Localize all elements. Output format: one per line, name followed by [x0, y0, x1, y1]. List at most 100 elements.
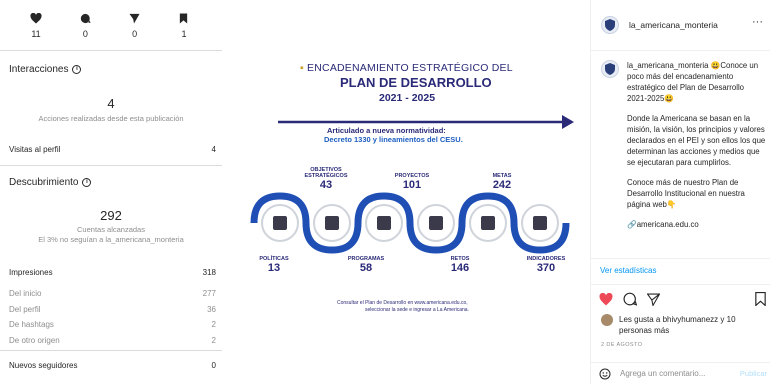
comment-icon	[65, 10, 105, 26]
from-profile-row: Del perfil 36	[9, 305, 216, 314]
chain-item-label: PROYECTOS	[394, 173, 430, 179]
saves-count: 1	[181, 29, 187, 39]
image-footer-line2: seleccionar la sede e ingresar a La Amer…	[365, 307, 469, 313]
from-profile-label: Del perfil	[9, 305, 41, 314]
from-home-row: Del inicio 277	[9, 289, 216, 298]
post-actions	[599, 292, 660, 306]
engagement-stats: 11 0 0 1	[0, 0, 222, 50]
comments-count: 0	[82, 29, 88, 39]
chain-item-value: 146	[450, 262, 470, 274]
divider	[0, 165, 222, 166]
shares-stat: 0	[115, 10, 155, 50]
caption-block: la_americana_monteria 😃Conoce un poco má…	[601, 60, 766, 239]
bullet-icon: ▪	[300, 62, 308, 74]
image-title-line2: PLAN DE DESARROLLO	[340, 75, 492, 90]
insights-panel: 11 0 0 1 Interacciones i 4 Acciones real…	[0, 0, 222, 384]
post-header: la_americana_monteria ···	[591, 0, 770, 50]
publish-button[interactable]: Publicar	[739, 369, 767, 378]
from-home-label: Del inicio	[9, 289, 42, 298]
caption-username[interactable]: la_americana_monteria	[627, 61, 709, 70]
view-stats-link[interactable]: Ver estadísticas	[600, 266, 657, 275]
post-date: 2 DE AGOSTO	[601, 342, 643, 348]
image-title-line3: 2021 - 2025	[379, 92, 436, 104]
reach-summary: 292 Cuentas alcanzadas El 3% no seguían …	[0, 208, 222, 245]
likes-summary: Les gusta a bhivyhumanezz y 10 personas …	[601, 314, 766, 336]
interactions-title: Interacciones	[9, 64, 69, 75]
chain-item-value: 58	[359, 262, 373, 274]
info-icon[interactable]: i	[72, 65, 82, 74]
share-icon	[115, 10, 155, 26]
chain-item-label: POLÍTICAS	[259, 256, 289, 262]
liker-avatar[interactable]	[601, 314, 613, 326]
likes-count: 11	[31, 29, 41, 39]
post-username[interactable]: la_americana_monteria	[629, 20, 718, 30]
discovery-title: Descubrimiento	[9, 177, 79, 188]
comment-input[interactable]: Agrega un comentario...	[620, 369, 706, 378]
shield-icon	[605, 63, 615, 75]
from-profile-value: 36	[207, 305, 216, 314]
from-hashtags-row: De hashtags 2	[9, 320, 216, 329]
comment-icon[interactable]	[623, 292, 637, 306]
from-other-row: De otro origen 2	[9, 336, 216, 345]
heart-icon	[16, 10, 56, 26]
chain-item-programas: PROGRAMAS 58	[342, 256, 390, 274]
chain-item-value: 43	[319, 179, 333, 191]
new-followers-label: Nuevos seguidores	[9, 361, 78, 370]
bookmark-icon[interactable]	[755, 292, 766, 306]
chain-item-politicas: POLÍTICAS 13	[252, 256, 296, 274]
image-subtitle-line1: Articulado a nueva normatividad:	[327, 126, 446, 135]
comments-stat: 0	[65, 10, 105, 50]
from-hashtags-value: 2	[211, 320, 216, 329]
avatar[interactable]	[601, 60, 619, 78]
like-heart-icon[interactable]	[599, 292, 613, 306]
chain-item-value: 370	[536, 262, 556, 274]
shield-icon	[605, 19, 615, 31]
new-followers-value: 0	[211, 361, 216, 370]
impressions-value: 318	[202, 268, 216, 277]
caption-link[interactable]: 🔗americana.edu.co	[627, 220, 699, 229]
stats-bar	[591, 258, 770, 284]
profile-visits-value: 4	[211, 145, 216, 154]
divider	[591, 284, 770, 285]
image-subtitle-line2: Decreto 1330 y lineamientos del CESU.	[324, 135, 463, 144]
caption-p2: Donde la Americana se basan en la misión…	[627, 114, 766, 167]
divider	[591, 50, 770, 51]
post-image[interactable]: ▪ ENCADENAMIENTO ESTRATÉGICO DEL PLAN DE…	[240, 0, 590, 384]
chain-item-proyectos: PROYECTOS 101	[390, 173, 434, 191]
image-title-line1: ▪ ENCADENAMIENTO ESTRATÉGICO DEL	[300, 62, 513, 74]
chain-item-label: OBJETIVOS ESTRATÉGICOS	[304, 167, 348, 179]
share-icon[interactable]	[647, 293, 660, 306]
from-other-value: 2	[211, 336, 216, 345]
from-home-value: 277	[202, 289, 216, 298]
avatar[interactable]	[601, 16, 619, 34]
divider	[0, 50, 222, 51]
info-icon[interactable]: i	[82, 178, 92, 187]
saves-stat: 1	[164, 10, 204, 50]
interactions-count: 4	[107, 96, 115, 111]
reach-note: El 3% no seguían a la_americana_monteria	[38, 235, 184, 244]
likes-text[interactable]: Les gusta a bhivyhumanezz y 10 personas …	[619, 315, 736, 335]
interactions-heading: Interacciones i	[9, 64, 82, 75]
from-other-label: De otro origen	[9, 336, 60, 345]
impressions-label: Impresiones	[9, 268, 53, 277]
bookmark-icon	[164, 10, 204, 26]
discovery-heading: Descubrimiento i	[9, 177, 92, 188]
emoji-icon[interactable]	[599, 368, 611, 380]
comment-bar: Agrega un comentario... Publicar	[591, 362, 770, 384]
post-panel: la_americana_monteria ··· la_americana_m…	[590, 0, 770, 384]
divider	[0, 350, 222, 351]
caption-p3: Conoce más de nuestro Plan de Desarrollo…	[627, 178, 745, 209]
from-hashtags-label: De hashtags	[9, 320, 54, 329]
image-title-text: ENCADENAMIENTO ESTRATÉGICO DEL	[307, 62, 513, 74]
chain-graphic	[250, 192, 570, 254]
new-followers-row: Nuevos seguidores 0	[9, 361, 216, 370]
profile-visits-label: Visitas al perfil	[9, 145, 61, 154]
shares-count: 0	[132, 29, 138, 39]
caption-text: la_americana_monteria 😃Conoce un poco má…	[627, 60, 766, 239]
more-options-icon[interactable]: ···	[752, 16, 763, 28]
impressions-row: Impresiones 318	[9, 268, 216, 277]
profile-visits-row: Visitas al perfil 4	[9, 145, 216, 154]
reach-label: Cuentas alcanzadas	[77, 225, 145, 234]
interactions-summary: 4 Acciones realizadas desde esta publica…	[0, 96, 222, 124]
arrow-icon	[278, 115, 574, 129]
